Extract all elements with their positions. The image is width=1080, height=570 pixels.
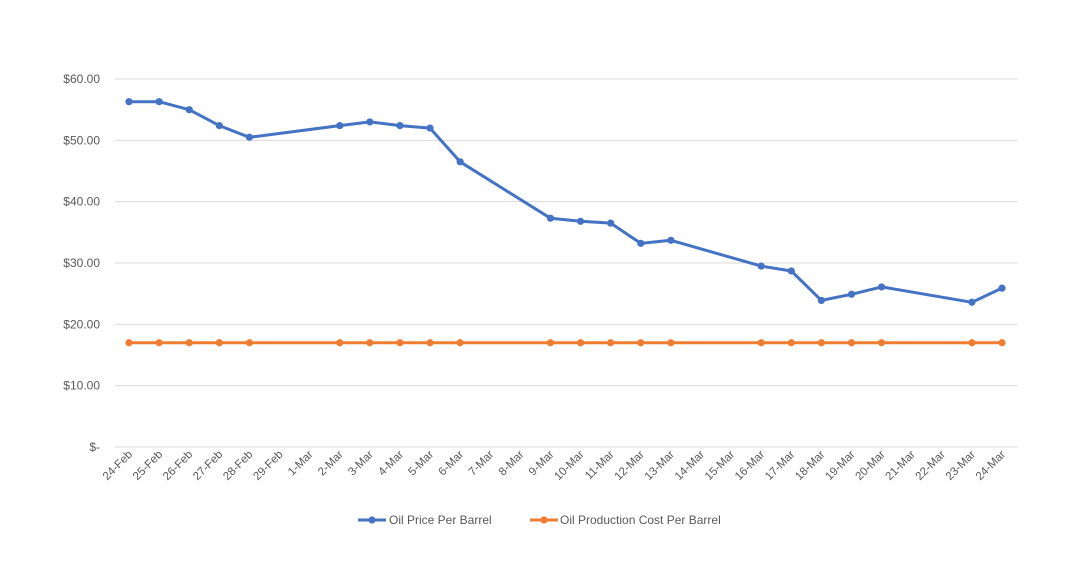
y-tick-label: $50.00 — [63, 133, 100, 147]
data-point — [968, 339, 976, 347]
series-1 — [125, 339, 1006, 347]
legend-marker — [368, 516, 376, 524]
data-point — [576, 217, 585, 225]
data-point — [396, 339, 404, 347]
x-tick-label: 16-Mar — [733, 449, 767, 483]
data-point — [787, 339, 795, 347]
data-point — [787, 267, 795, 275]
data-point — [637, 339, 645, 347]
data-point — [757, 339, 765, 347]
data-point — [245, 133, 254, 141]
data-point — [817, 339, 825, 347]
x-tick-label: 28-Feb — [221, 449, 255, 483]
x-tick-label: 29-Feb — [251, 449, 285, 483]
y-tick-label: $40.00 — [63, 195, 100, 209]
data-point — [125, 98, 133, 106]
x-tick-label: 20-Mar — [853, 449, 887, 483]
x-tick-label: 26-Feb — [161, 449, 195, 483]
x-tick-label: 4-Mar — [376, 449, 406, 479]
legend: Oil Price Per Barrel Oil Production Cost … — [358, 513, 721, 527]
series-0 — [125, 98, 1006, 306]
series-line — [127, 100, 1004, 304]
data-point — [456, 158, 464, 166]
gridlines — [115, 78, 1018, 448]
legend-label: Oil Price Per Barrel — [389, 513, 492, 527]
x-tick-label: 24-Feb — [101, 449, 135, 483]
x-tick-label: 17-Mar — [763, 449, 797, 483]
y-tick-label: $30.00 — [63, 256, 100, 270]
data-point — [817, 296, 825, 305]
data-point — [125, 339, 133, 347]
data-point — [215, 122, 223, 130]
data-point — [426, 124, 434, 132]
data-point — [576, 339, 585, 347]
data-point — [396, 122, 404, 130]
data-point — [546, 339, 555, 347]
data-point — [215, 339, 223, 347]
data-point — [998, 339, 1006, 347]
data-point — [877, 339, 886, 347]
x-tick-label: 15-Mar — [703, 449, 737, 483]
y-tick-label: $10.00 — [63, 379, 100, 393]
x-tick-label: 1-Mar — [286, 449, 316, 479]
x-tick-label: 18-Mar — [793, 449, 827, 483]
data-point — [757, 262, 765, 270]
x-tick-label: 5-Mar — [406, 449, 436, 479]
y-axis-tick-labels: $- $10.00 $20.00 $30.00 $40.00 $50.00 $60.00 — [63, 72, 100, 454]
x-tick-label: 21-Mar — [884, 449, 918, 483]
data-point — [637, 239, 645, 247]
data-point — [366, 118, 374, 126]
data-point — [847, 290, 856, 298]
x-tick-label: 13-Mar — [643, 449, 677, 483]
x-tick-label: 24-Mar — [974, 449, 1008, 483]
x-tick-label: 12-Mar — [613, 449, 647, 483]
y-tick-label: $20.00 — [63, 317, 100, 331]
x-tick-label: 6-Mar — [437, 449, 467, 479]
data-point — [155, 339, 163, 347]
data-point — [546, 214, 555, 222]
data-point — [185, 106, 193, 114]
data-point — [336, 122, 344, 130]
data-point — [877, 283, 886, 291]
data-point — [155, 98, 163, 106]
data-point — [667, 236, 675, 244]
x-tick-label: 27-Feb — [191, 449, 225, 483]
x-tick-label: 8-Mar — [497, 449, 527, 479]
data-point — [336, 339, 344, 347]
x-tick-label: 7-Mar — [467, 449, 497, 479]
x-tick-label: 3-Mar — [346, 449, 376, 479]
data-point — [847, 339, 856, 347]
data-point — [426, 339, 434, 347]
data-point — [245, 339, 254, 347]
x-tick-label: 14-Mar — [673, 449, 707, 483]
legend-label: Oil Production Cost Per Barrel — [560, 513, 721, 527]
x-tick-label: 25-Feb — [131, 449, 165, 483]
data-point — [968, 298, 976, 306]
legend-entry: Oil Price Per Barrel — [358, 513, 492, 527]
data-point — [607, 219, 615, 227]
y-tick-label: $60.00 — [63, 72, 100, 86]
series-lines — [125, 98, 1006, 347]
x-tick-label: 10-Mar — [552, 449, 586, 483]
y-tick-label: $- — [89, 440, 100, 454]
legend-entry: Oil Production Cost Per Barrel — [530, 513, 721, 527]
data-point — [366, 339, 374, 347]
data-point — [185, 339, 193, 347]
x-tick-label: 11-Mar — [583, 449, 617, 483]
legend-marker — [540, 516, 548, 524]
x-tick-label: 22-Mar — [914, 449, 948, 483]
data-point — [607, 339, 615, 347]
data-point — [998, 284, 1006, 292]
x-tick-label: 23-Mar — [944, 449, 978, 483]
data-point — [456, 339, 464, 347]
x-tick-label: 2-Mar — [316, 449, 346, 479]
x-tick-label: 19-Mar — [823, 449, 857, 483]
data-point — [667, 339, 675, 347]
